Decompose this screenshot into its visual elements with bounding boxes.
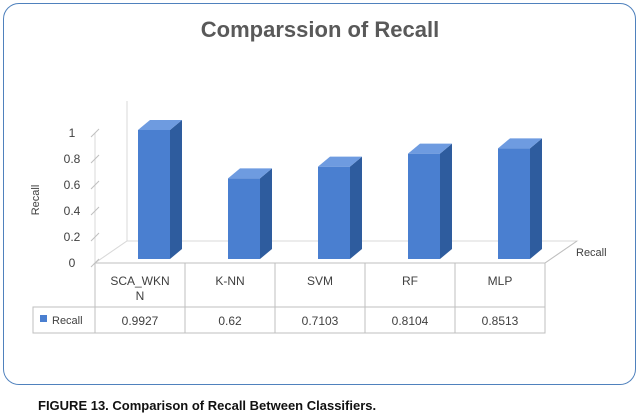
y-tick-label: 0.6	[64, 178, 81, 192]
y-tick-label: 0.4	[64, 204, 81, 218]
bar-front	[408, 153, 440, 259]
x-category-label: RF	[402, 274, 418, 288]
bar-side	[530, 138, 542, 259]
bar	[318, 156, 362, 259]
x-category-label: MLP	[488, 274, 513, 288]
x-category-label: SVM	[307, 274, 333, 288]
bar	[228, 168, 272, 259]
y-tick-label: 0.8	[64, 152, 81, 166]
bar	[498, 138, 542, 259]
x-category-label: K-NN	[215, 274, 244, 288]
y-tick-label: 1	[69, 126, 76, 140]
bar-top	[318, 156, 362, 167]
table-value-cell: 0.7103	[302, 314, 339, 328]
depth-axis-label: Recall	[576, 247, 607, 259]
bar	[408, 143, 452, 259]
table-slant-edge	[544, 240, 578, 264]
y-tick-mark	[90, 206, 100, 216]
chart-title: Comparssion of Recall	[200, 17, 440, 42]
y-tick-mark	[90, 180, 100, 190]
bar-top	[408, 143, 452, 154]
bar-top	[498, 138, 542, 149]
bar-side	[350, 156, 362, 259]
figure-caption: FIGURE 13. Comparison of Recall Between …	[38, 398, 377, 413]
bar-side	[260, 168, 272, 259]
bar-front	[138, 129, 170, 259]
bar-front	[498, 148, 530, 259]
y-axis-label: Recall	[30, 185, 42, 216]
bar-front	[228, 178, 260, 259]
legend-key-swatch	[40, 315, 47, 322]
legend-key-label: Recall	[52, 315, 83, 327]
bar-side	[170, 119, 182, 259]
x-category-label: SCA_WKN	[110, 274, 169, 288]
x-category-label: N	[136, 289, 145, 303]
table-value-cell: 0.8104	[392, 314, 429, 328]
y-tick-label: 0	[69, 256, 76, 270]
table-value-cell: 0.8513	[482, 314, 519, 328]
y-tick-label: 0.2	[64, 230, 81, 244]
bar-front	[318, 166, 350, 259]
y-tick-mark	[90, 232, 100, 242]
table-value-cell: 0.9927	[122, 314, 159, 328]
bar-top	[138, 119, 182, 130]
table-value-row	[32, 306, 546, 334]
y-tick-mark	[90, 128, 100, 138]
table-value-cell: 0.62	[218, 314, 242, 328]
bar-top	[228, 168, 272, 179]
back-wall-edge	[94, 101, 128, 264]
y-tick-mark	[90, 154, 100, 164]
bar-side	[440, 143, 452, 259]
bar	[138, 119, 182, 259]
